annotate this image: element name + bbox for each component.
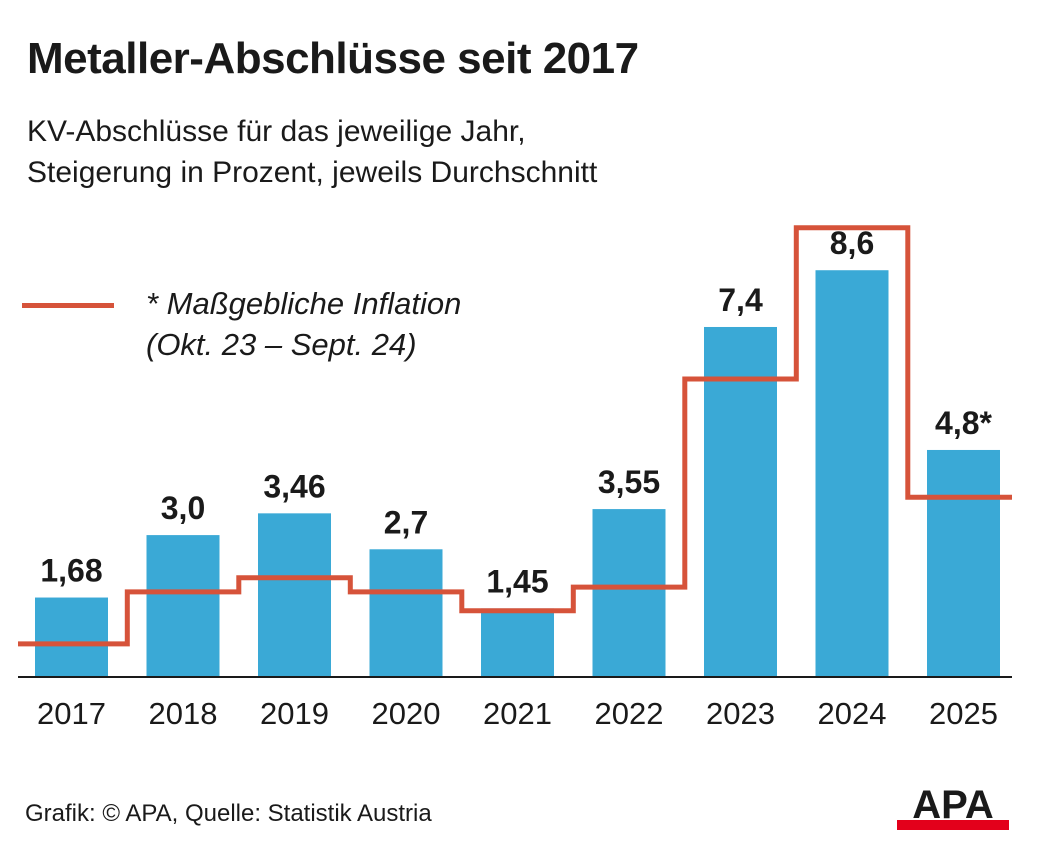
bar-value-label-2022: 3,55 — [598, 464, 660, 500]
bar-chart: 1,683,03,462,71,453,557,48,64,8* 2017 201… — [18, 225, 1012, 731]
bar-2019 — [258, 513, 331, 677]
bar-value-label-2018: 3,0 — [161, 490, 205, 526]
bar-2017 — [35, 597, 108, 677]
x-tick-label-2022: 2022 — [595, 696, 664, 731]
bar-2021 — [481, 608, 554, 677]
apa-logo-bar — [897, 820, 1009, 830]
bar-2025 — [927, 449, 1000, 677]
x-tick-label-2021: 2021 — [483, 696, 552, 731]
bar-value-label-2024: 8,6 — [830, 225, 874, 261]
apa-logo: APA — [897, 786, 1009, 830]
legend-inflation-swatch — [22, 303, 114, 308]
legend-line-1: * Maßgebliche Inflation — [146, 286, 462, 321]
legend-inflation-label: * Maßgebliche Inflation (Okt. 23 – Sept.… — [146, 283, 461, 365]
bar-value-label-2019: 3,46 — [263, 468, 325, 504]
bar-value-label-2021: 1,45 — [486, 563, 548, 599]
inflation-line — [18, 225, 1012, 647]
bar-value-label-2023: 7,4 — [718, 282, 763, 318]
x-axis-tick-labels: 2017 2018 2019 2020 2021 2022 2023 2024 2025 — [37, 696, 998, 731]
subtitle-line-1: KV-Abschlüsse für das jeweilige Jahr, — [27, 115, 526, 148]
bar-2018 — [146, 535, 220, 677]
subtitle-line-2: Steigerung in Prozent, jeweils Durchschn… — [27, 156, 598, 189]
bar-2023 — [704, 326, 777, 677]
x-tick-label-2020: 2020 — [372, 696, 441, 731]
x-tick-label-2023: 2023 — [706, 696, 775, 731]
x-tick-label-2024: 2024 — [818, 696, 887, 731]
source-credit: Grafik: © APA, Quelle: Statistik Austria — [25, 800, 432, 827]
x-tick-label-2017: 2017 — [37, 696, 106, 731]
bar-value-labels: 1,68 3,0 3,46 2,7 1,45 3,55 7,4 8,6 4,8* — [40, 225, 992, 599]
chart-subtitle: KV-Abschlüsse für das jeweilige Jahr, St… — [27, 111, 927, 193]
x-tick-label-2025: 2025 — [929, 696, 998, 731]
bar-value-label-2025: 4,8* — [935, 405, 992, 441]
x-tick-label-2019: 2019 — [260, 696, 329, 731]
bar-2024 — [815, 270, 889, 677]
bar-2022 — [592, 509, 666, 677]
bar-2020 — [369, 549, 443, 677]
bar-value-label-2017: 1,68 — [40, 553, 102, 589]
chart-title: Metaller-Abschlüsse seit 2017 — [27, 34, 639, 83]
x-tick-label-2018: 2018 — [149, 696, 218, 731]
legend-line-2: (Okt. 23 – Sept. 24) — [146, 327, 417, 362]
bar-value-label-2020: 2,7 — [384, 504, 428, 540]
bars-group — [35, 270, 1000, 677]
